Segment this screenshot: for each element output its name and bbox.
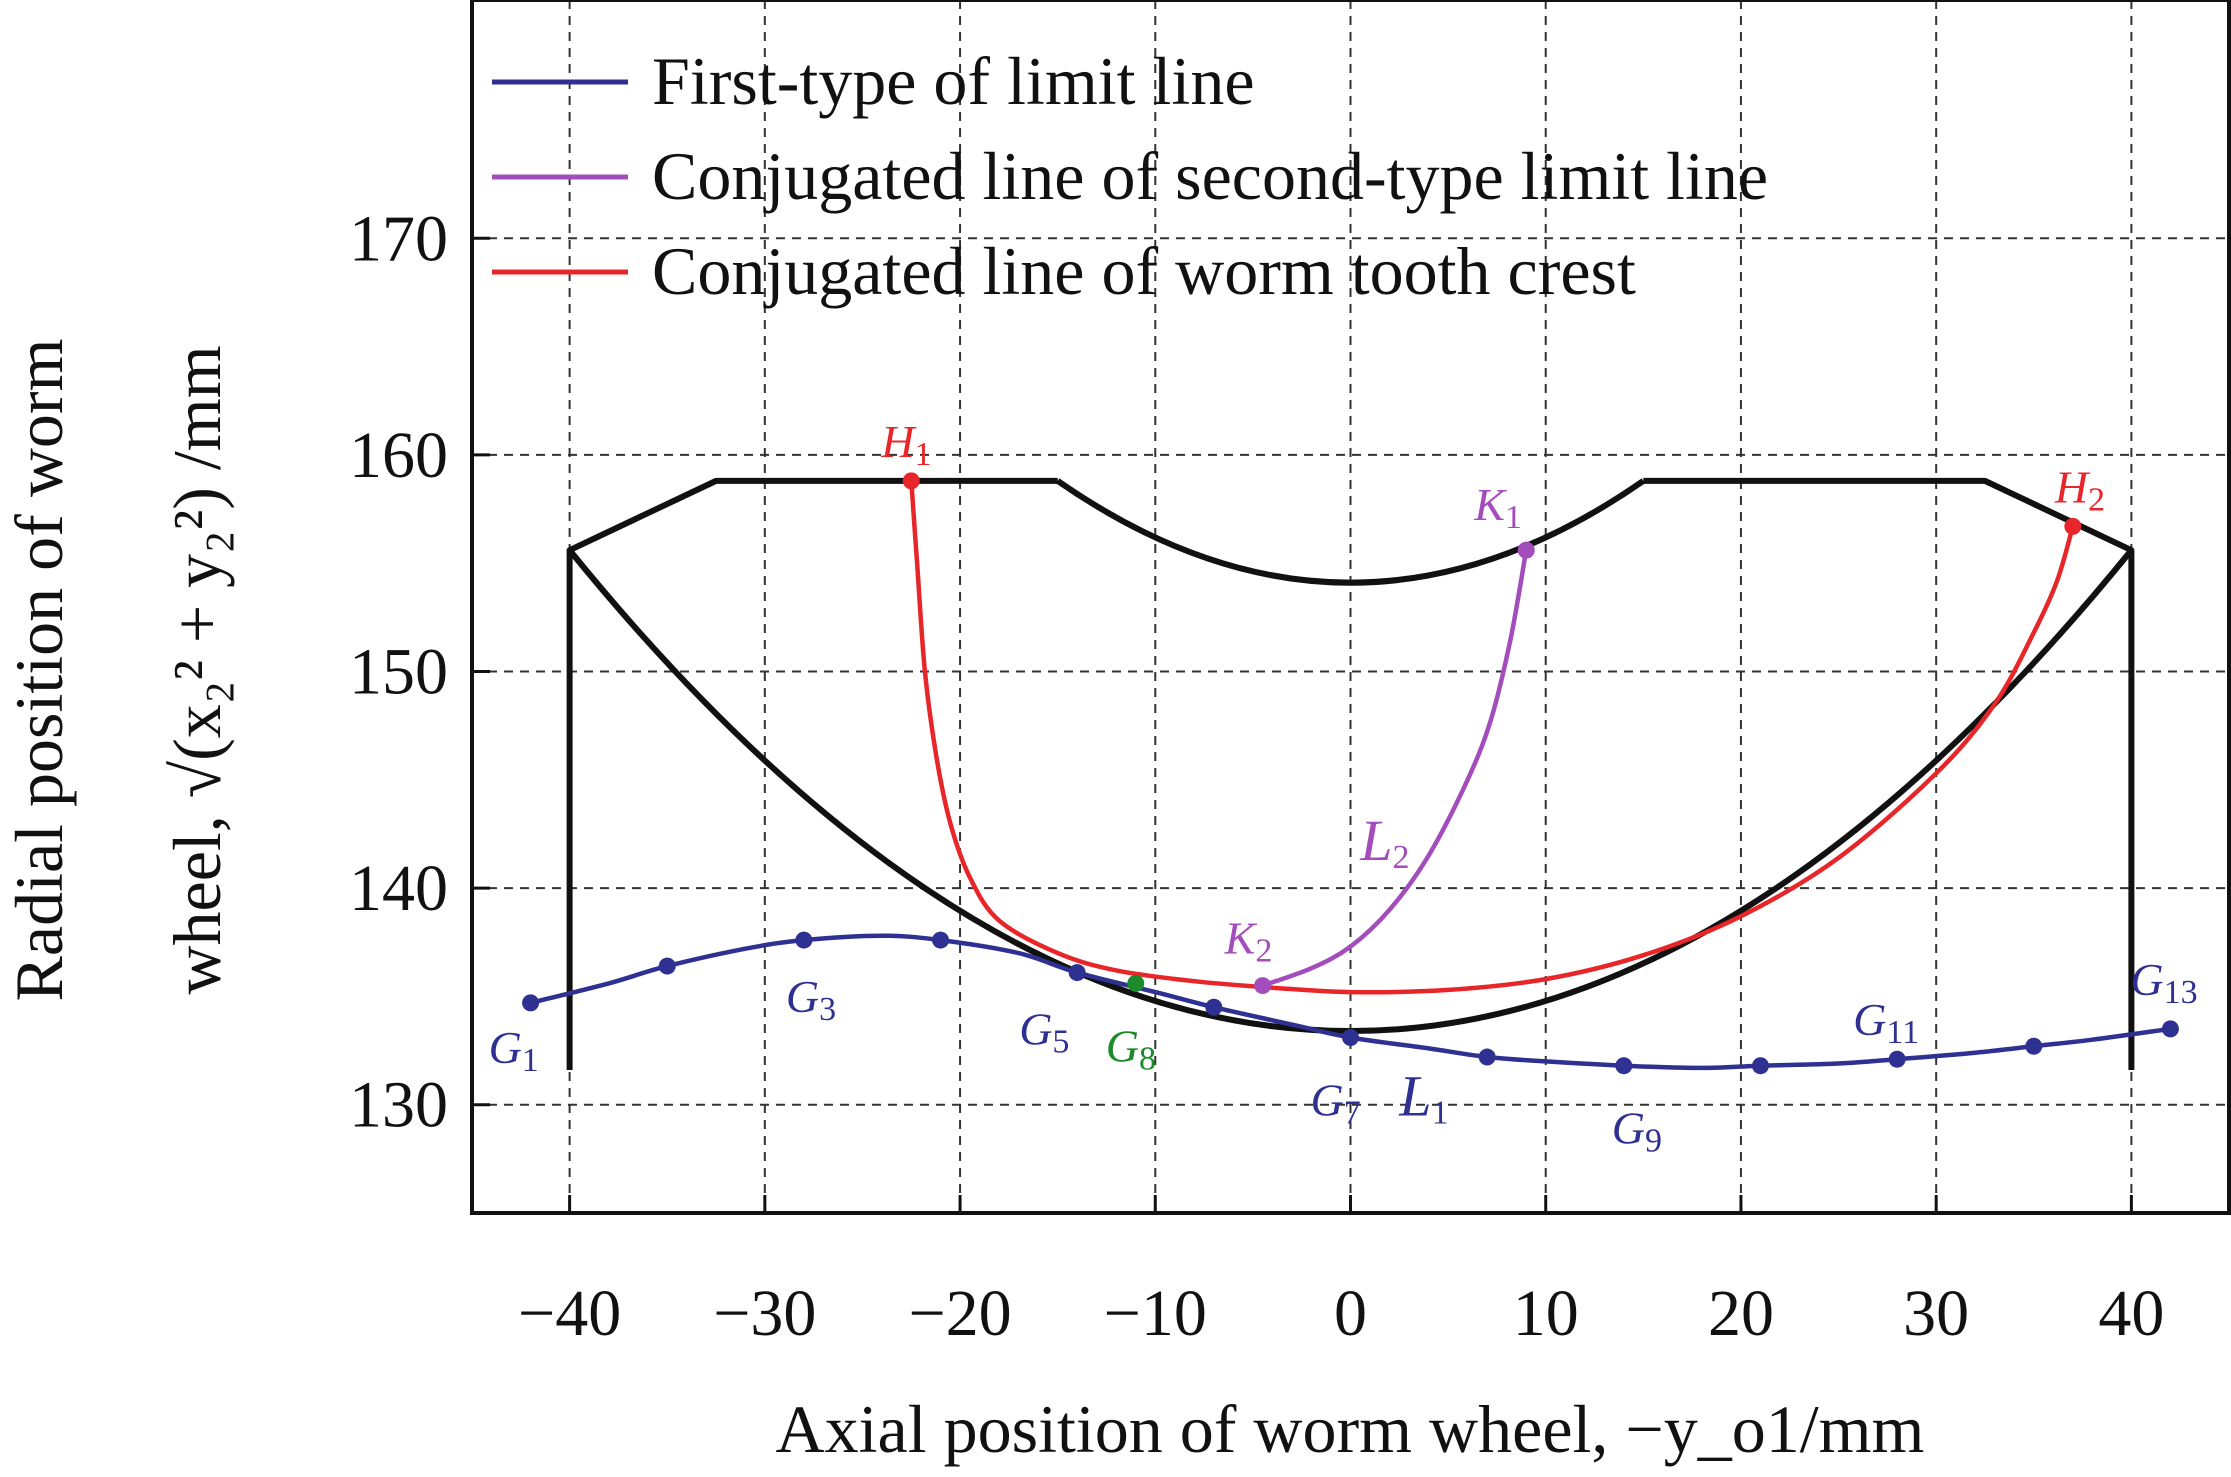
- boundary-inner-arc: [1055, 478, 1646, 586]
- y-tick-label: 160: [349, 419, 448, 492]
- point-label-G13: G13: [2130, 954, 2197, 1011]
- legend-label-second_type: Conjugated line of second-type limit lin…: [652, 138, 1768, 214]
- point-label-G3: G3: [786, 971, 836, 1028]
- legend: First-type of limit line Conjugated line …: [492, 43, 1768, 309]
- series-line-second_type: [1261, 549, 1529, 988]
- legend-label-tooth_crest: Conjugated line of worm tooth crest: [652, 233, 1636, 309]
- x-axis-title: Axial position of worm wheel, −y_o1/mm: [776, 1391, 1925, 1467]
- point-label-G5: G5: [1019, 1004, 1069, 1061]
- data-point-first_type-0: [522, 994, 540, 1012]
- point-label-K2: K2: [1224, 913, 1273, 970]
- data-point-tooth_crest-0: [902, 472, 920, 490]
- line-label-L1: L1: [1398, 1064, 1448, 1132]
- x-tick-label: −30: [713, 1277, 816, 1350]
- y-tick-label: 170: [349, 202, 448, 275]
- point-label-G7: G7: [1311, 1075, 1361, 1132]
- axis-ticks: −40 −30 −20 −10 0 10 20 30 40 130 140 150 160 170: [349, 202, 2164, 1350]
- point-label-G11: G11: [1853, 994, 1919, 1051]
- y-tick-label: 130: [349, 1069, 448, 1142]
- data-point-first_type-10: [1888, 1050, 1906, 1068]
- y-tick-label: 150: [349, 635, 448, 708]
- data-point-first_type-6: [1342, 1029, 1359, 1047]
- x-tick-label: 20: [1708, 1277, 1774, 1350]
- data-point-second_type-1: [1254, 977, 1272, 995]
- data-point-first_type-1: [658, 957, 676, 975]
- x-tick-label: −20: [908, 1277, 1011, 1350]
- point-label-K1: K1: [1473, 479, 1522, 536]
- point-label-G1: G1: [489, 1022, 539, 1079]
- data-point-first_type-7: [1478, 1048, 1496, 1066]
- data-point-first_type-11: [2025, 1037, 2043, 1055]
- data-point-tooth_crest-1: [2064, 517, 2082, 535]
- grid-lines: [472, 0, 2229, 1213]
- legend-label-first_type: First-type of limit line: [652, 43, 1255, 119]
- x-tick-label: 40: [2098, 1277, 2164, 1350]
- data-point-extra-0: [1127, 974, 1145, 992]
- point-label-H1: H1: [880, 416, 931, 473]
- x-tick-label: 30: [1903, 1277, 1969, 1350]
- data-point-first_type-2: [795, 931, 813, 949]
- point-label-G9: G9: [1612, 1103, 1662, 1160]
- y-tick-label: 140: [349, 852, 448, 925]
- series-line-tooth_crest: [909, 480, 2075, 995]
- x-tick-label: −40: [518, 1277, 621, 1350]
- data-point-first_type-12: [2161, 1020, 2179, 1038]
- data-point-first_type-5: [1205, 998, 1223, 1016]
- x-tick-label: 10: [1513, 1277, 1579, 1350]
- y-axis-title-line1: Radial position of worm: [1, 339, 77, 1002]
- point-label-H2: H2: [2054, 461, 2105, 518]
- x-tick-label: −10: [1104, 1277, 1207, 1350]
- boundary-right: [1643, 477, 2135, 1071]
- y-axis-title-line2: wheel, √(x₂² + y₂²) /mm: [159, 345, 235, 994]
- data-point-first_type-8: [1615, 1057, 1633, 1075]
- point-label-G8: G8: [1106, 1020, 1156, 1077]
- x-tick-label: 0: [1334, 1277, 1367, 1350]
- boundary-left: [566, 477, 1058, 1071]
- data-points: G1 G3 G5 G7 G9 G11 G13 L1 K1 K2 L2 H1 H2 G8: [489, 416, 2198, 1160]
- line-label-L2: L2: [1359, 808, 1409, 876]
- data-point-first_type-3: [932, 931, 950, 949]
- data-point-second_type-0: [1517, 541, 1535, 559]
- data-point-first_type-4: [1068, 964, 1086, 982]
- data-point-first_type-9: [1751, 1057, 1769, 1075]
